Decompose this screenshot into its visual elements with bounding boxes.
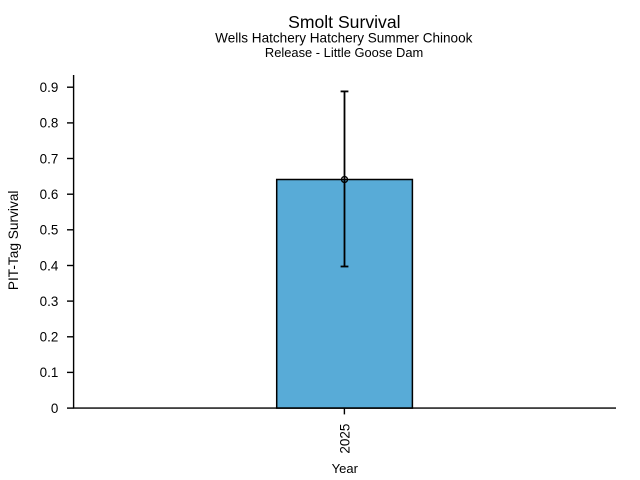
svg-text:Release - Little Goose Dam: Release - Little Goose Dam	[265, 45, 423, 60]
svg-text:Smolt Survival: Smolt Survival	[288, 12, 400, 32]
svg-text:0.5: 0.5	[40, 223, 59, 238]
svg-text:0.4: 0.4	[40, 258, 59, 273]
svg-text:0.8: 0.8	[40, 116, 59, 131]
svg-text:0.7: 0.7	[40, 151, 59, 166]
svg-text:0.6: 0.6	[40, 187, 59, 202]
svg-text:Year: Year	[332, 461, 359, 476]
svg-text:2025: 2025	[338, 424, 353, 454]
svg-text:PIT-Tag Survival: PIT-Tag Survival	[6, 191, 21, 291]
svg-text:Wells Hatchery Hatchery Summer: Wells Hatchery Hatchery Summer Chinook	[215, 30, 472, 45]
svg-text:0: 0	[51, 401, 58, 416]
svg-text:0.1: 0.1	[40, 365, 59, 380]
svg-text:0.9: 0.9	[40, 80, 59, 95]
svg-text:0.3: 0.3	[40, 294, 59, 309]
svg-text:0.2: 0.2	[40, 330, 59, 345]
